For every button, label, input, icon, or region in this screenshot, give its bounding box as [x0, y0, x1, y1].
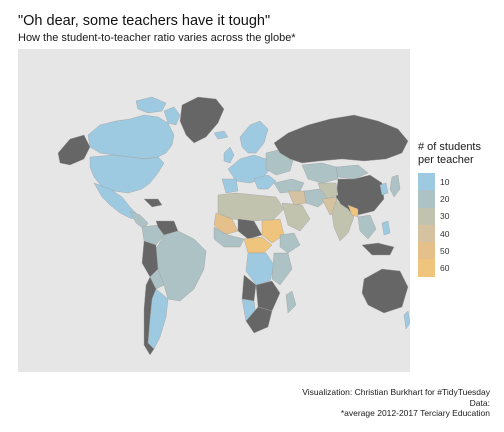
caption-note: *average 2012-2017 Terciary Education [340, 408, 490, 418]
legend-label: 40 [440, 228, 450, 239]
country-niger-chad [237, 218, 263, 240]
region-north-africa [217, 192, 285, 222]
country-brazil [155, 230, 207, 302]
legend-swatch [418, 224, 435, 243]
legend-item: 10 [418, 173, 502, 191]
caption-data: Data: [469, 397, 490, 408]
country-mauritania-mali [213, 212, 239, 236]
region-iberia [221, 178, 239, 194]
legend-label: 30 [440, 211, 450, 222]
country-alaska [57, 134, 91, 166]
country-kazakhstan [301, 162, 339, 184]
country-sudan [261, 218, 285, 244]
legend-item: 60 [418, 259, 502, 277]
country-iraq-syria [287, 190, 307, 206]
region-central-asia [317, 182, 339, 200]
legend-swatch [418, 207, 435, 225]
region-baffin [163, 106, 181, 126]
legend-label: 50 [440, 245, 450, 256]
world-map [18, 49, 410, 372]
region-arctic-islands [135, 96, 167, 114]
legend-title: # of students per teacher [418, 141, 502, 167]
legend-title-line1: # of students [418, 141, 481, 153]
country-uk [223, 146, 235, 164]
caption: Visualization: Christian Burkhart for #T… [302, 387, 490, 419]
country-greenland [179, 96, 225, 144]
country-canada [87, 114, 175, 160]
country-russia [273, 114, 409, 164]
country-chile [143, 276, 157, 356]
legend-title-line2: per teacher [418, 154, 474, 166]
world-map-svg [57, 96, 410, 356]
country-zambia-mozambique [255, 280, 281, 312]
country-india [331, 200, 355, 242]
country-japan [389, 174, 401, 198]
plot-title: "Oh dear, some teachers have it tough" [18, 13, 271, 29]
legend-swatch [418, 190, 435, 208]
caption-credit: Visualization: Christian Burkhart for #T… [302, 387, 490, 397]
country-philippines [381, 220, 391, 236]
region-central-america [129, 210, 149, 230]
legend-item: 50 [418, 242, 502, 260]
country-new-zealand [403, 310, 410, 330]
region-indonesia [361, 242, 395, 256]
region-balkans [253, 174, 277, 190]
region-west-africa [213, 226, 245, 248]
country-iceland [213, 130, 229, 140]
legend-label: 10 [440, 176, 450, 187]
legend-item: 40 [418, 224, 502, 243]
country-drc [245, 252, 275, 286]
region-scandinavia [239, 120, 269, 154]
country-saudi-arabia [281, 202, 311, 232]
country-australia [361, 268, 409, 314]
plot-subtitle: How the student-to-teacher ratio varies … [18, 32, 296, 44]
legend-item: 30 [418, 207, 502, 225]
country-mongolia [335, 164, 369, 180]
legend: # of students per teacher 10 20 30 40 50 60 [418, 141, 502, 277]
country-korea [379, 182, 389, 196]
country-turkey [273, 178, 305, 194]
country-ethiopia [279, 232, 301, 254]
country-usa [89, 154, 165, 194]
country-colombia [141, 224, 165, 246]
country-south-africa [245, 306, 273, 334]
region-east-africa [271, 252, 293, 286]
legend-items: 10 20 30 40 50 60 [418, 173, 502, 277]
legend-label: 20 [440, 193, 450, 204]
legend-item: 20 [418, 190, 502, 208]
country-central-african [243, 236, 273, 254]
legend-swatch [418, 242, 435, 260]
legend-swatch [418, 259, 435, 277]
country-madagascar [285, 290, 297, 314]
legend-label: 60 [440, 263, 450, 274]
region-caribbean [143, 198, 163, 208]
legend-swatch [418, 173, 435, 191]
region-southeast-asia [357, 214, 377, 240]
